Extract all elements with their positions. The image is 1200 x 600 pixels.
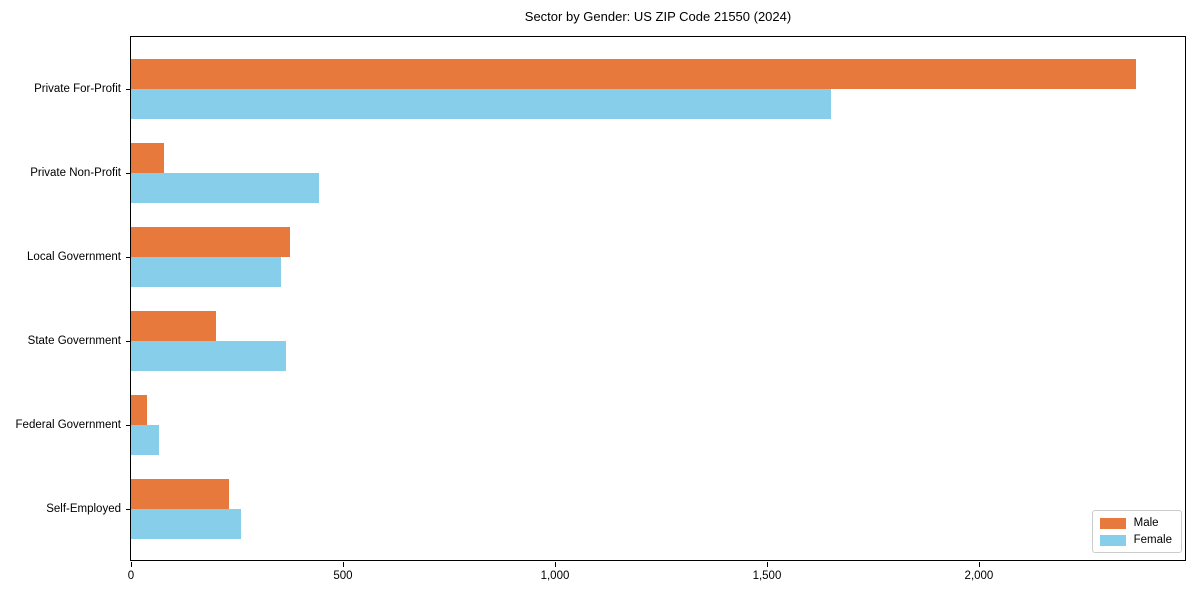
y-tick-mark	[126, 509, 131, 510]
legend-swatch-female	[1099, 534, 1126, 546]
y-tick-label-local-government: Local Government	[27, 251, 121, 263]
bar-female-federal-government	[131, 425, 159, 455]
x-tick-label-2000: 2,000	[964, 570, 994, 582]
y-tick-label-state-government: State Government	[27, 335, 121, 347]
x-tick-mark	[342, 562, 344, 567]
bar-male-private-for-profit	[131, 59, 1136, 89]
chart-title: Sector by Gender: US ZIP Code 21550 (202…	[524, 9, 792, 24]
x-tick-mark	[978, 562, 980, 567]
x-tick-mark	[131, 562, 132, 567]
bar-female-self-employed	[131, 509, 241, 539]
x-tick-label-1000: 1,000	[540, 570, 570, 582]
bar-female-private-non-profit	[131, 173, 319, 203]
y-tick-mark	[126, 89, 131, 90]
legend-entry-male: Male	[1099, 517, 1172, 529]
bar-female-state-government	[131, 341, 287, 371]
bar-male-self-employed	[131, 479, 229, 509]
x-tick-label-500: 500	[333, 570, 353, 582]
y-tick-mark	[126, 425, 131, 426]
bar-male-state-government	[131, 311, 216, 341]
y-tick-label-private-for-profit: Private For-Profit	[34, 83, 121, 95]
bar-male-local-government	[131, 227, 290, 257]
bars-layer	[131, 37, 1185, 560]
y-tick-label-self-employed: Self-Employed	[46, 503, 121, 515]
y-tick-mark	[126, 341, 131, 342]
bar-male-private-non-profit	[131, 143, 165, 173]
legend-entry-female: Female	[1099, 534, 1172, 546]
legend: Male Female	[1091, 510, 1182, 553]
x-tick-mark	[766, 562, 768, 567]
x-tick-label-0: 0	[127, 570, 135, 582]
plot-area: Private For-Profit Private Non-Profit Loca…	[16, 36, 1186, 582]
x-tick-mark	[554, 562, 556, 567]
y-tick-label-federal-government: Federal Government	[15, 419, 121, 431]
y-tick-mark	[126, 257, 131, 258]
y-tick-label-private-non-profit: Private Non-Profit	[30, 167, 121, 179]
legend-label-male: Male	[1133, 517, 1159, 529]
legend-label-female: Female	[1133, 534, 1172, 546]
legend-swatch-male	[1099, 517, 1126, 529]
bar-female-local-government	[131, 257, 282, 287]
bar-female-private-for-profit	[131, 89, 831, 119]
x-tick-label-1500: 1,500	[752, 570, 782, 582]
y-tick-mark	[126, 173, 131, 174]
bar-male-federal-government	[131, 395, 148, 425]
